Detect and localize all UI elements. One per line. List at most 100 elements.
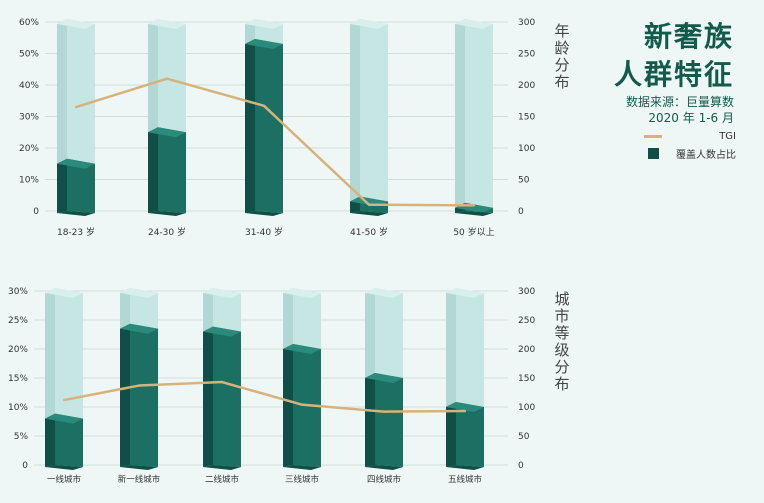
legend-item-coverage: 覆盖人数占比	[640, 145, 736, 162]
ghost-bar-top	[203, 288, 241, 298]
title-block: 新奢族 人群特征 数据来源：巨量算数 2020 年 1-6 月	[614, 18, 734, 126]
tgi-point	[463, 409, 467, 413]
category-label: 41-50 岁	[350, 226, 388, 238]
side-label-char: 龄	[554, 39, 569, 57]
side-label-char: 分	[554, 56, 569, 74]
bar-base	[148, 211, 186, 216]
category-label: 新一线城市	[118, 474, 161, 485]
source-line-1: 数据来源：巨量算数	[625, 95, 734, 109]
bar-side	[245, 39, 255, 213]
bar-top	[148, 127, 186, 138]
side-label-char: 分	[554, 358, 569, 376]
category-label: 五线城市	[448, 474, 483, 485]
side-label-char: 级	[554, 341, 569, 359]
ghost-bar-top	[455, 19, 493, 29]
bar-top	[365, 373, 403, 383]
left-tick-label: 60%	[19, 18, 39, 28]
bar-base	[283, 465, 321, 470]
legend-label-tgi: TGI	[719, 131, 736, 142]
ghost-bar-top	[120, 288, 158, 298]
bar-front	[456, 402, 484, 467]
tgi-point	[74, 105, 78, 109]
bar-side	[120, 323, 130, 467]
bar-base	[446, 465, 484, 470]
legend-item-tgi: TGI	[640, 128, 736, 145]
title-line-1: 新奢族	[643, 20, 734, 53]
ghost-bar-top	[350, 19, 388, 29]
bar-front	[55, 413, 83, 467]
right-tick-label: 300	[518, 18, 535, 28]
category-label: 一线城市	[47, 474, 82, 485]
right-tick-label: 250	[518, 316, 535, 326]
legend-box-swatch	[648, 148, 659, 159]
left-tick-label: 0	[33, 207, 39, 217]
right-tick-label: 200	[518, 81, 535, 91]
ghost-bar-top	[283, 288, 321, 298]
bar-top	[203, 326, 241, 337]
right-tick-label: 300	[518, 287, 535, 297]
tgi-point	[262, 104, 266, 107]
ghost-bar-front	[360, 19, 388, 213]
right-tick-label: 250	[518, 50, 535, 60]
ghost-bar-top	[45, 288, 83, 298]
left-tick-label: 0	[22, 461, 28, 471]
bar-front	[158, 127, 186, 213]
ghost-bar-top	[446, 288, 484, 298]
bar-base	[350, 211, 388, 216]
ghost-bar-top	[245, 19, 283, 29]
legend-label-coverage: 覆盖人数占比	[676, 150, 736, 161]
bar-top	[245, 39, 283, 50]
right-tick-label: 100	[518, 144, 535, 154]
ghost-bar-top	[148, 19, 186, 29]
source-line-2: 2020 年 1-6 月	[648, 111, 734, 125]
bar-top	[446, 402, 484, 412]
legend-line-swatch	[644, 135, 662, 138]
category-label: 31-40 岁	[245, 226, 283, 238]
bar-front	[255, 39, 283, 213]
tgi-point	[367, 203, 371, 206]
bar-side	[148, 127, 158, 213]
bar-base	[203, 465, 241, 470]
side-label-char: 等	[554, 324, 569, 342]
bar-front	[67, 158, 95, 213]
bar-front	[375, 373, 403, 467]
category-label: 18-23 岁	[57, 226, 95, 238]
tgi-point	[472, 204, 476, 207]
bar-side	[203, 326, 213, 467]
right-tick-label: 50	[518, 176, 530, 186]
right-tick-label: 100	[518, 403, 535, 413]
category-label: 三线城市	[285, 474, 320, 485]
bar-side	[57, 158, 67, 213]
tgi-point	[137, 384, 141, 387]
left-tick-label: 50%	[19, 50, 39, 60]
right-tick-label: 150	[518, 113, 535, 123]
bar-top	[45, 413, 83, 424]
tgi-point	[300, 403, 304, 406]
bar-side	[283, 344, 293, 467]
tgi-point	[220, 380, 224, 384]
bar-side	[365, 373, 375, 467]
right-tick-label: 200	[518, 345, 535, 355]
ghost-bar-side	[350, 19, 360, 213]
bar-base	[45, 465, 83, 470]
left-tick-label: 10%	[8, 403, 28, 413]
side-label-char: 年	[554, 22, 569, 40]
ghost-bar-top	[57, 19, 95, 29]
right-tick-label: 0	[518, 461, 524, 471]
category-label: 24-30 岁	[148, 226, 186, 238]
right-tick-label: 0	[518, 207, 524, 217]
side-label-char: 布	[554, 375, 569, 393]
legend: TGI 覆盖人数占比	[640, 128, 736, 162]
ghost-bar-side	[455, 19, 465, 213]
title-line-2: 人群特征	[613, 58, 734, 91]
tgi-line	[63, 380, 466, 413]
side-label-char: 布	[554, 73, 569, 91]
tgi-point	[62, 398, 66, 402]
bar-base	[120, 465, 158, 470]
right-tick-label: 150	[518, 374, 535, 384]
left-tick-label: 30%	[19, 113, 39, 123]
bar-base	[455, 211, 493, 216]
left-tick-label: 10%	[19, 176, 39, 186]
left-tick-label: 15%	[8, 374, 28, 384]
